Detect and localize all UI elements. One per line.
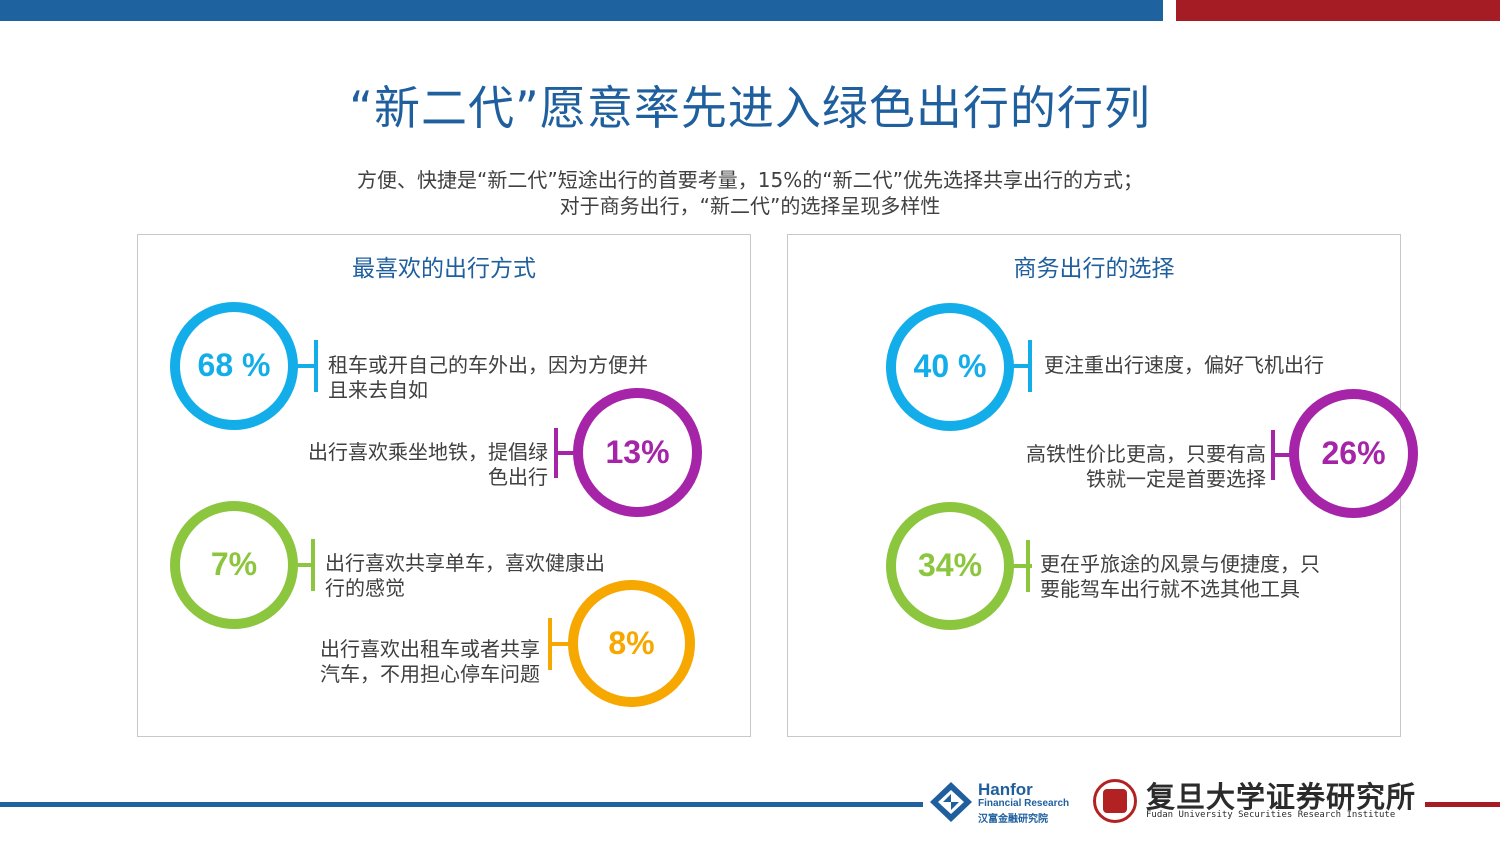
top-blue-bar bbox=[0, 0, 1163, 21]
fudan-english-name: Fudan University Securities Research Ins… bbox=[1146, 810, 1396, 820]
hanfor-chinese-name: 汉富金融研究院 bbox=[978, 814, 1048, 825]
hanfor-logo: Hanfor Financial Research 汉富金融研究院 bbox=[930, 780, 1078, 825]
stat-desc-68: 租车或开自己的车外出，因为方便并 且来去自如 bbox=[328, 353, 648, 402]
stat-ring-34 bbox=[886, 502, 1014, 630]
top-red-bar bbox=[1176, 0, 1500, 21]
right-panel: 商务出行的选择 40 % 更注重出行速度，偏好飞机出行 高铁性价比更高，只要有高… bbox=[787, 234, 1401, 737]
subtitle-line-1: 方便、快捷是“新二代”短途出行的首要考量，15%的“新二代”优先选择共享出行的方… bbox=[357, 168, 1143, 192]
stat-value-34: 34% bbox=[917, 547, 983, 583]
stat-connector-13 bbox=[554, 428, 576, 478]
stat-value-68: 68 % bbox=[197, 347, 271, 383]
subtitle-line-2: 对于商务出行，“新二代”的选择呈现多样性 bbox=[559, 194, 941, 218]
stat-desc-40: 更注重出行速度，偏好飞机出行 bbox=[1044, 353, 1324, 377]
stat-connector-34 bbox=[1010, 540, 1034, 592]
fudan-seal-icon bbox=[1093, 779, 1137, 823]
hanfor-logo-icon bbox=[930, 782, 972, 822]
stat-ring-13 bbox=[573, 388, 702, 517]
stat-ring-26-outer bbox=[1289, 389, 1418, 518]
stat-desc-26: 高铁性价比更高，只要有高 铁就一定是首要选择 bbox=[1026, 442, 1266, 491]
stat-value-7: 7% bbox=[210, 546, 258, 582]
stat-desc-34: 更在乎旅途的风景与便捷度，只 要能驾车出行就不选其他工具 bbox=[1040, 552, 1320, 601]
stat-connector-26 bbox=[1271, 430, 1293, 480]
stat-value-8: 8% bbox=[608, 625, 655, 661]
stat-connector-8 bbox=[548, 618, 570, 670]
stat-value-13: 13% bbox=[605, 434, 670, 470]
page-title: “新二代”愿意率先进入绿色出行的行列 bbox=[349, 81, 1151, 135]
hanfor-name: Hanfor bbox=[978, 780, 1033, 799]
stat-desc-8: 出行喜欢出租车或者共享 汽车，不用担心停车问题 bbox=[320, 637, 540, 686]
stat-value-26: 26% bbox=[1321, 435, 1386, 471]
footer-red-line bbox=[1425, 802, 1500, 807]
fudan-chinese-name: 复旦大学证券研究所 bbox=[1146, 780, 1417, 814]
stat-connector-7 bbox=[293, 539, 319, 591]
left-panel: 最喜欢的出行方式 68 % 租车或开自己的车外出，因为方便并 且来去自如 13%… bbox=[137, 234, 751, 737]
stat-value-40: 40 % bbox=[913, 348, 987, 384]
right-panel-title: 商务出行的选择 bbox=[1013, 256, 1175, 282]
stat-ring-68 bbox=[170, 302, 298, 430]
footer-blue-line bbox=[0, 802, 923, 807]
hanfor-subtitle: Financial Research bbox=[978, 798, 1070, 809]
stat-ring-40 bbox=[886, 303, 1014, 431]
stat-connector-68 bbox=[294, 340, 322, 392]
stat-desc-13: 出行喜欢乘坐地铁，提倡绿 色出行 bbox=[308, 440, 548, 489]
left-panel-title: 最喜欢的出行方式 bbox=[352, 256, 536, 282]
stat-ring-8 bbox=[568, 580, 695, 707]
stat-desc-7: 出行喜欢共享单车，喜欢健康出 行的感觉 bbox=[325, 551, 605, 600]
stat-connector-40 bbox=[1010, 340, 1036, 392]
